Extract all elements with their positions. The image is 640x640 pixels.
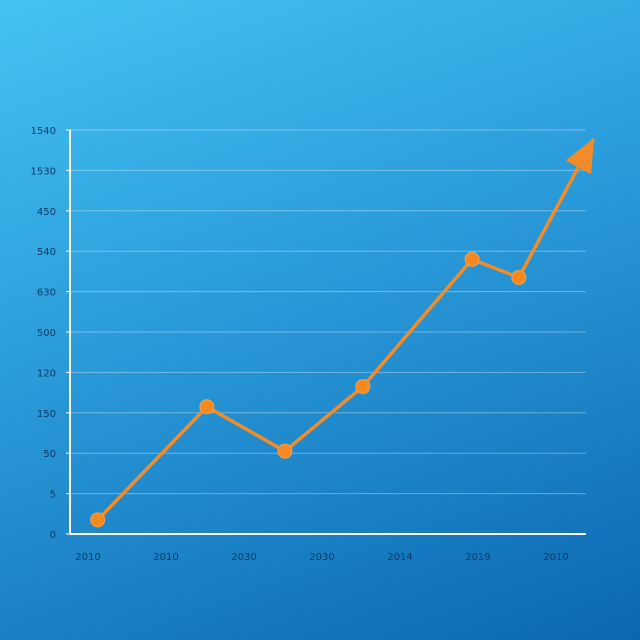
y-tick-label: 150 <box>37 409 56 420</box>
y-tick-label: 1530 <box>31 166 56 177</box>
data-point-marker <box>199 399 215 415</box>
x-tick-label: 2010 <box>75 552 100 563</box>
y-tick-label: 540 <box>37 247 56 258</box>
x-tick-label: 2030 <box>231 552 256 563</box>
arrow-head-icon <box>566 139 594 174</box>
y-tick-label: 0 <box>50 530 56 541</box>
x-tick-label: 2010 <box>153 552 178 563</box>
x-tick-label: 2019 <box>465 552 490 563</box>
y-tick-label: 120 <box>37 368 56 379</box>
axes <box>69 130 586 535</box>
x-tick-labels: 2010 2010 2030 2030 2014 2019 2010 <box>75 552 568 563</box>
data-point-marker <box>90 512 106 528</box>
data-point-marker <box>355 379 371 395</box>
x-tick-label: 2030 <box>309 552 334 563</box>
y-tick-label: 50 <box>43 449 56 460</box>
series-line <box>95 138 595 522</box>
y-tick-label: 5 <box>50 490 56 501</box>
data-series <box>90 138 595 528</box>
y-tick-label: 500 <box>37 328 56 339</box>
y-tick-labels: 0 5 50 150 120 500 630 540 450 1530 1540 <box>31 126 56 541</box>
grid-lines <box>66 129 586 535</box>
y-tick-label: 1540 <box>31 126 56 137</box>
x-tick-label: 2010 <box>543 552 568 563</box>
x-tick-label: 2014 <box>387 552 412 563</box>
y-tick-label: 630 <box>37 288 56 299</box>
y-tick-label: 450 <box>37 207 56 218</box>
data-point-marker <box>277 443 293 459</box>
data-point-marker <box>464 251 480 267</box>
data-point-marker <box>511 269 527 285</box>
